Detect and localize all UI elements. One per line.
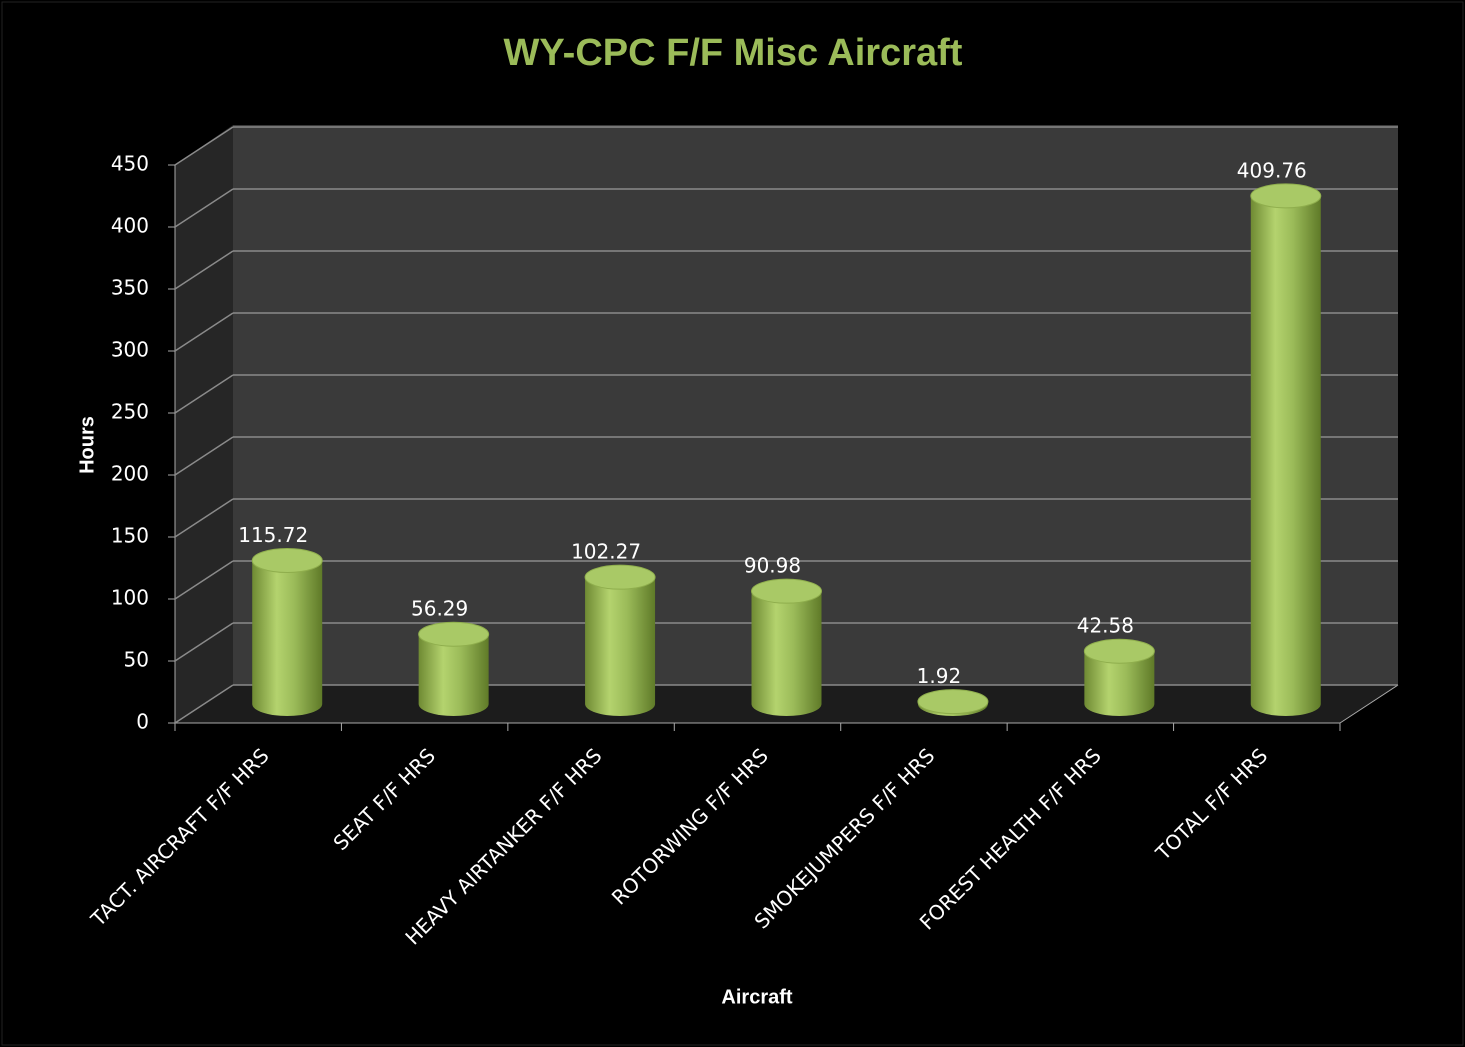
grid-line-side <box>174 436 234 476</box>
value-label: 115.72 <box>238 523 308 547</box>
y-tick-label: 200 <box>111 462 149 486</box>
x-axis-title: Aircraft <box>721 986 792 1008</box>
grid-line-side <box>174 498 234 538</box>
cylinder-top <box>1250 183 1322 209</box>
value-label: 90.98 <box>744 554 801 578</box>
y-tick-label: 400 <box>111 214 149 238</box>
y-tick-label: 150 <box>111 524 149 548</box>
value-label: 56.29 <box>411 597 468 621</box>
y-tick-label: 100 <box>111 586 149 610</box>
floor-edge <box>1339 684 1399 724</box>
y-tick-label: 450 <box>111 152 149 176</box>
cylinder-top <box>917 689 989 715</box>
cylinder-top <box>751 578 822 604</box>
grid-line-side <box>174 622 234 662</box>
grid-line-side <box>174 188 234 228</box>
chart-title: WY-CPC F/F Misc Aircraft <box>504 32 963 74</box>
cylinder <box>585 565 656 716</box>
cylinder-top <box>1083 638 1155 664</box>
side-wall <box>175 125 233 723</box>
y-tick-label: 250 <box>111 400 149 424</box>
grid-line-side <box>174 312 234 352</box>
value-label: 102.27 <box>571 540 641 564</box>
cylinder-top <box>584 564 656 590</box>
cylinder-top <box>418 621 490 647</box>
value-label: 1.92 <box>917 664 962 688</box>
cylinder-top <box>251 548 323 574</box>
back-wall <box>233 125 1398 685</box>
y-tick-label: 50 <box>124 648 149 672</box>
grid-line-side <box>174 374 234 414</box>
cylinder <box>751 579 822 716</box>
y-axis-title: Hours <box>76 416 98 474</box>
cylinder <box>1250 183 1321 717</box>
grid-line-side <box>174 126 234 166</box>
y-tick-label: 0 <box>136 710 149 734</box>
value-label: 409.76 <box>1237 158 1307 182</box>
y-tick-label: 350 <box>111 276 149 300</box>
grid-line-side <box>174 560 234 600</box>
grid-line-side <box>174 684 234 724</box>
grid-line-side <box>174 250 234 290</box>
y-tick-label: 300 <box>111 338 149 362</box>
cylinder <box>418 622 489 716</box>
value-label: 42.58 <box>1077 614 1134 638</box>
cylinder <box>252 548 323 716</box>
